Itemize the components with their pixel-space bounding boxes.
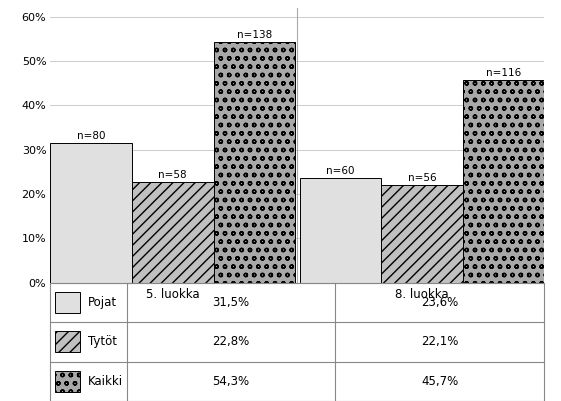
Bar [50,143,132,283]
Bar [381,185,463,283]
Bar [214,42,295,283]
Text: 31,5%: 31,5% [213,296,250,309]
Text: n=58: n=58 [158,170,187,180]
Bar [56,331,80,352]
Bar [300,178,381,283]
Text: 22,8%: 22,8% [213,335,250,348]
Text: 23,6%: 23,6% [421,296,458,309]
Bar [56,292,80,313]
Text: Kaikki: Kaikki [88,375,123,388]
Text: 45,7%: 45,7% [421,375,458,388]
Bar [132,182,214,283]
Text: 54,3%: 54,3% [213,375,250,388]
Text: n=116: n=116 [486,69,521,79]
Text: Tytöt: Tytöt [88,335,117,348]
Text: n=60: n=60 [326,166,355,176]
Text: n=80: n=80 [77,132,105,142]
Text: 22,1%: 22,1% [421,335,458,348]
Text: n=56: n=56 [408,173,436,183]
Bar [463,80,544,283]
Bar [56,371,80,392]
Text: n=138: n=138 [237,30,272,41]
Text: Pojat: Pojat [88,296,117,309]
